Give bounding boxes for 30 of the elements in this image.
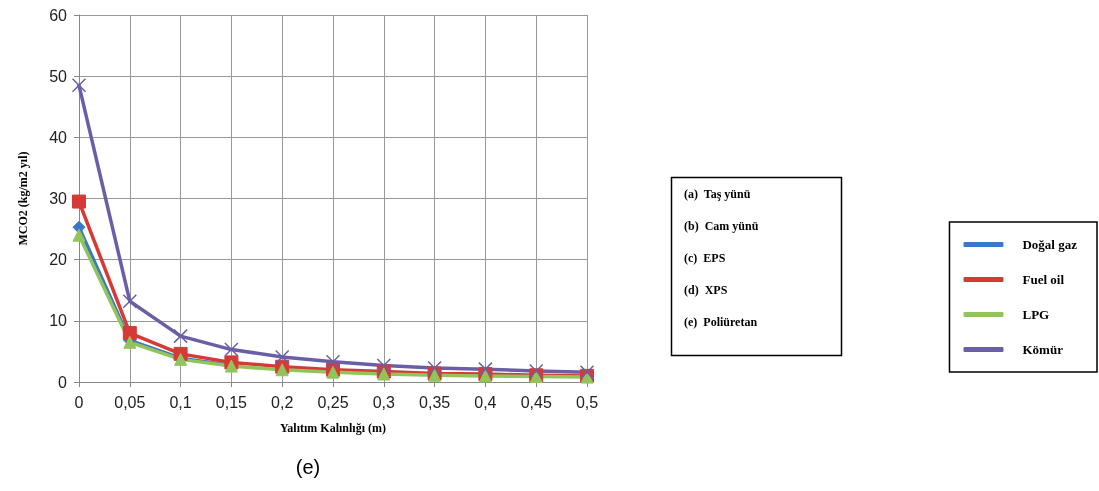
text: (e) [295,456,321,478]
x-tick-label: 0,25 [317,393,349,411]
legend-label: Kömür [1022,342,1064,357]
x-tick-label: 0,45 [520,393,552,411]
x-tick-label: 0 [74,393,84,411]
x-tick-label: 0,05 [114,393,146,411]
y-tick-label: 60 [49,6,68,24]
x-tick-label: 0,5 [575,393,599,411]
x-tick-label: 0,2 [271,393,294,411]
legend-label: Doğal gaz [1022,237,1078,252]
text: (a) Taş yünü [684,187,751,201]
y-tick-label: 20 [49,251,68,269]
text: (b) Cam yünü [684,219,759,233]
legend-label: Fuel oil [1022,272,1065,287]
legend-label: LPG [1022,307,1050,322]
text: (c) EPS [684,251,726,265]
text: (d) XPS [684,283,728,297]
y-axis-title: MCO2 (kg/m2 yıl) [16,151,30,246]
x-tick-label: 0,4 [474,393,497,411]
text: (e) Poliüretan [684,315,758,329]
x-tick-label: 0,35 [419,393,451,411]
y-tick-label: 30 [49,190,68,207]
y-tick-label: 10 [49,312,68,330]
x-tick-label: 0,3 [372,393,396,411]
x-axis-title: Yalıtım Kalınlığı (m) [280,421,386,435]
x-tick-label: 0,15 [215,393,248,411]
y-tick-label: 50 [49,67,68,85]
x-tick-label: 0,1 [169,393,192,411]
y-tick-label: 40 [49,128,68,146]
y-tick-label: 0 [58,373,68,391]
